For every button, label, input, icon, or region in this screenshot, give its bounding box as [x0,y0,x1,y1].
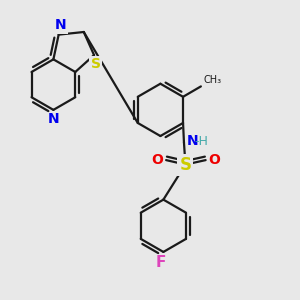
Text: N: N [187,134,199,148]
Text: N: N [48,112,59,126]
Text: S: S [179,156,191,174]
Text: O: O [208,152,220,167]
Text: F: F [155,255,166,270]
Text: CH₃: CH₃ [203,75,221,85]
Text: -H: -H [195,135,208,148]
Text: S: S [91,58,100,71]
Text: O: O [151,152,163,167]
Text: N: N [55,18,67,32]
